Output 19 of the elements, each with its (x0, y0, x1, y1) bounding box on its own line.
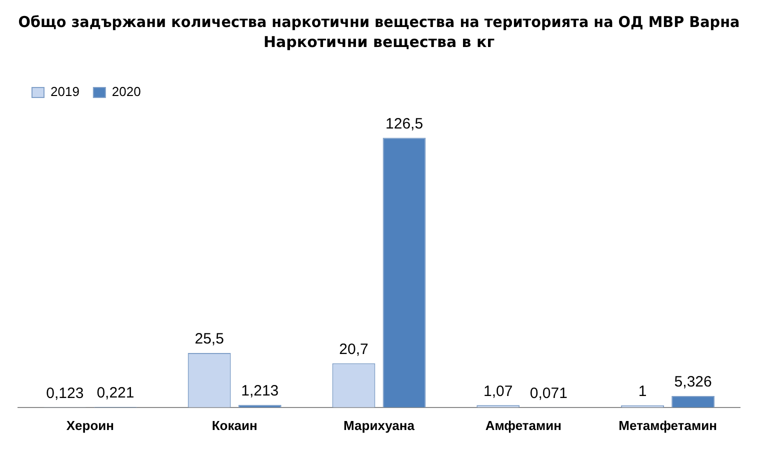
data-label: 1 (638, 382, 647, 400)
x-tick-label: Хероин (66, 418, 114, 433)
x-tick-label: Метамфетамин (618, 418, 717, 433)
x-tick-label: Кокаин (212, 418, 258, 433)
data-label: 0,123 (46, 384, 84, 402)
data-label: 0,221 (96, 384, 134, 402)
chart-subtitle: Наркотични вещества в кг (263, 32, 495, 51)
data-label: 126,5 (385, 115, 424, 132)
x-tick-label: Марихуана (344, 418, 416, 433)
data-label: 25,5 (194, 330, 224, 348)
data-label: 1,213 (241, 382, 279, 400)
legend-label: 2020 (112, 84, 141, 100)
x-tick-label: Амфетамин (485, 418, 562, 433)
data-label: 1,07 (484, 382, 513, 400)
data-label: 5,326 (674, 374, 712, 391)
data-label: 20,7 (339, 340, 368, 358)
chart-title: Общо задържани количества наркотични вещества на територията на ОД МВР Варна (18, 14, 740, 31)
data-label: 0,071 (530, 384, 568, 402)
legend-label: 2019 (50, 84, 80, 100)
